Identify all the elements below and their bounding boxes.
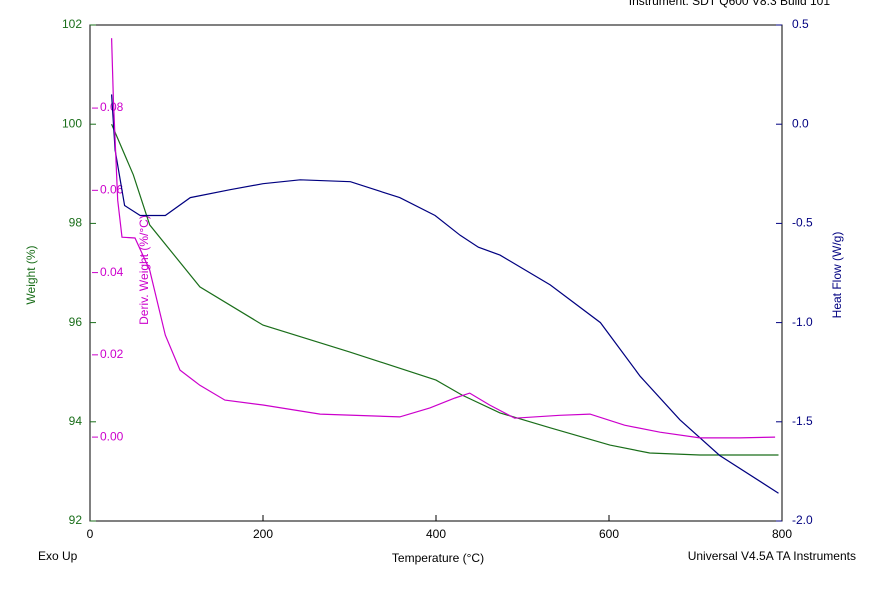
plot-frame — [89, 24, 783, 522]
y2ticks-label: -1.0 — [792, 315, 813, 329]
series-line — [111, 94, 779, 494]
exo-note: Exo Up — [38, 549, 78, 563]
y2ticks-label: 0.5 — [792, 17, 809, 31]
x-tick-label: 0 — [87, 527, 94, 541]
y2-axis-label: Heat Flow (W/g) — [830, 232, 844, 319]
yticks-label: 94 — [69, 414, 83, 428]
y2ticks-label: 0.0 — [792, 116, 809, 130]
x-tick-label: 600 — [599, 527, 619, 541]
x-tick-label: 400 — [426, 527, 446, 541]
y2ticks-label: -1.5 — [792, 414, 813, 428]
y-axis-label: Weight (%) — [24, 245, 38, 304]
x-tick-label: 800 — [772, 527, 792, 541]
yticks-label: 98 — [69, 216, 83, 230]
y3ticks-label: 0.06 — [100, 183, 124, 197]
y3-axis-label: Deriv. Weight (%/°C) — [137, 215, 151, 325]
yticks-label: 100 — [62, 116, 82, 130]
series-line — [111, 123, 779, 456]
yticks-label: 96 — [69, 315, 83, 329]
y3ticks-label: 0.00 — [100, 429, 124, 443]
x-axis-label: Temperature (°C) — [392, 551, 484, 565]
x-tick-label: 200 — [253, 527, 273, 541]
y2ticks-label: -2.0 — [792, 513, 813, 527]
y3ticks-label: 0.02 — [100, 347, 124, 361]
y3ticks-label: 0.04 — [100, 265, 124, 279]
software-note: Universal V4.5A TA Instruments — [688, 549, 856, 563]
instrument-note: Instrument: SDT Q600 V8.3 Build 101 — [629, 0, 831, 8]
series-line — [111, 38, 776, 439]
y2ticks-label: -0.5 — [792, 216, 813, 230]
yticks-label: 92 — [69, 513, 83, 527]
yticks-label: 102 — [62, 17, 82, 31]
